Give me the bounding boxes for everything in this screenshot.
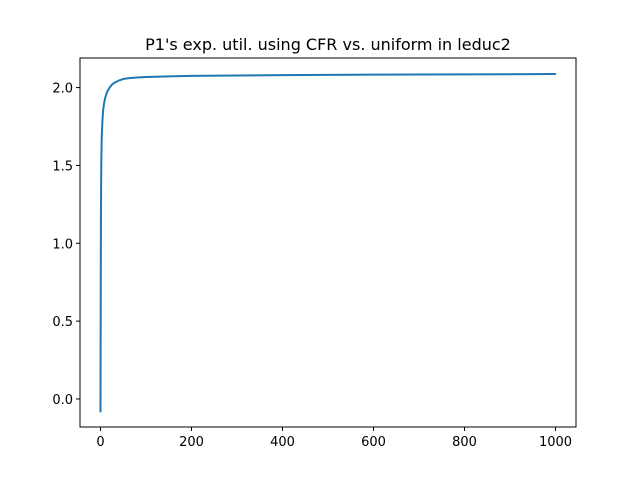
x-tick-label: 800 [452, 435, 477, 450]
x-tick-label: 200 [179, 435, 204, 450]
axes-frame [79, 57, 577, 428]
x-axis: 0 200 400 600 800 1000 [96, 427, 572, 450]
y-tick-label: 0.0 [52, 393, 73, 408]
plot-area [99, 73, 557, 413]
x-tick-label: 0 [96, 435, 104, 450]
chart-title: P1's exp. util. using CFR vs. uniform in… [145, 35, 511, 54]
y-tick-label: 1.5 [52, 159, 73, 174]
x-tick-label: 600 [361, 435, 386, 450]
series-line-0 [99, 73, 557, 413]
x-tick-label: 1000 [539, 435, 572, 450]
y-tick-label: 0.5 [52, 315, 73, 330]
y-tick-label: 2.0 [52, 82, 73, 97]
y-tick-label: 1.0 [52, 237, 73, 252]
x-tick-label: 400 [270, 435, 295, 450]
y-axis: 0.0 0.5 1.0 1.5 2.0 [52, 82, 80, 408]
